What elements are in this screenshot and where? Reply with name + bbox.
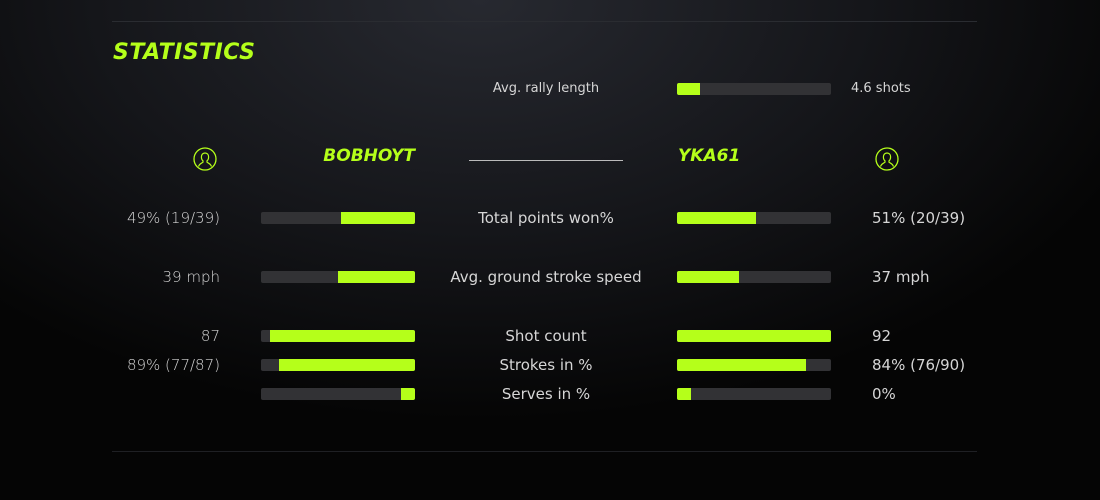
rally-bar — [677, 83, 831, 95]
left-bar — [261, 271, 415, 283]
stat-label: Shot count — [505, 327, 587, 345]
right-bar — [677, 330, 831, 342]
bottom-divider — [112, 451, 977, 452]
right-bar-fill — [677, 330, 831, 342]
right-value: 0% — [872, 385, 896, 403]
stat-label: Serves in % — [501, 385, 591, 403]
page-title: STATISTICS — [113, 40, 256, 65]
top-divider — [112, 21, 977, 22]
left-bar — [261, 388, 415, 400]
left-bar — [261, 359, 415, 371]
left-value: 87 — [200, 327, 220, 345]
stat-label: Total points won% — [478, 209, 614, 227]
stat-row: 87 Shot count 92 — [0, 326, 1100, 346]
left-bar-fill — [341, 212, 415, 224]
rally-length-row: Avg. rally length 4.6 shots — [0, 79, 1100, 99]
user-circle-icon — [875, 147, 899, 171]
right-value: 92 — [872, 327, 892, 345]
right-bar-fill — [677, 271, 739, 283]
left-bar-fill — [279, 359, 415, 371]
right-value: 84% (76/90) — [872, 356, 966, 374]
left-bar-fill — [338, 271, 415, 283]
right-bar — [677, 359, 831, 371]
left-bar — [261, 330, 415, 342]
right-bar — [677, 212, 831, 224]
rally-bar-fill — [677, 83, 701, 95]
left-value: 89% (77/87) — [126, 356, 220, 374]
right-bar — [677, 271, 831, 283]
stat-row: Serves in % 0% — [0, 384, 1100, 404]
player-name-right: YKA61 — [678, 146, 741, 166]
left-value: 49% (19/39) — [126, 209, 220, 227]
left-value: 39 mph — [162, 268, 221, 286]
player-name-left: BOBHOYT — [323, 146, 415, 166]
right-value: 37 mph — [872, 268, 930, 286]
right-bar-fill — [677, 388, 691, 400]
left-bar-fill — [401, 388, 415, 400]
stat-label: Avg. ground stroke speed — [450, 268, 642, 286]
stat-row: 49% (19/39) Total points won% 51% (20/39… — [0, 208, 1100, 228]
right-value: 51% (20/39) — [872, 209, 966, 227]
stat-label: Strokes in % — [499, 356, 593, 374]
stat-label: Avg. rally length — [492, 81, 600, 96]
separator — [469, 160, 623, 161]
right-bar — [677, 388, 831, 400]
left-bar — [261, 212, 415, 224]
right-bar-fill — [677, 359, 807, 371]
rally-value: 4.6 shots — [851, 81, 911, 96]
left-bar-fill — [270, 330, 415, 342]
stat-row: 39 mph Avg. ground stroke speed 37 mph — [0, 267, 1100, 287]
right-bar-fill — [677, 212, 756, 224]
user-circle-icon — [193, 147, 217, 171]
stat-row: 89% (77/87) Strokes in % 84% (76/90) — [0, 355, 1100, 375]
